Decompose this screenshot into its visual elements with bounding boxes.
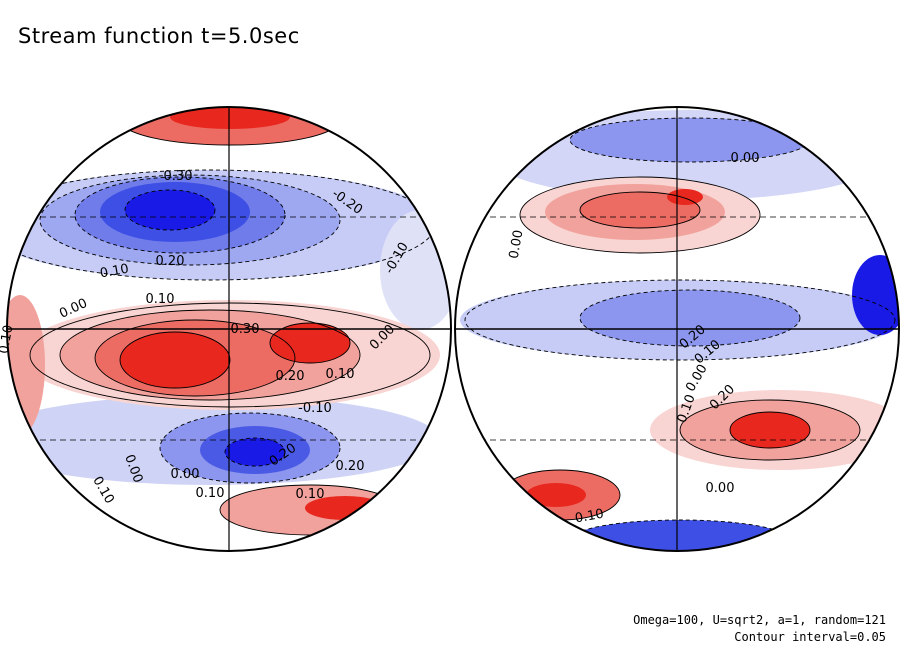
right-globe-outline [454, 106, 900, 552]
right-pos-upper-core [667, 189, 703, 205]
right-contour-label: 0.00 [507, 229, 527, 260]
left-pos-core-middle [120, 332, 230, 388]
left-contour-label: 0.10 [146, 292, 175, 307]
right-pos-lower-left-core [526, 483, 586, 507]
right-neg-band-upper-core [570, 118, 810, 162]
right-hemisphere [454, 106, 900, 552]
left-contour-label: 0.20 [336, 459, 365, 474]
right-neg-band-middle-core [580, 290, 800, 346]
left-field [7, 107, 451, 551]
left-neg-core-upper [125, 190, 215, 230]
left-contour-label: 0.20 [276, 369, 305, 384]
right-pos-lower-right-core [730, 412, 810, 448]
left-contour-line-dashed [74, 176, 286, 254]
left-contour-label: 0.10 [99, 262, 130, 282]
left-contour-line [119, 331, 231, 389]
left-contour-label: 0.20 [156, 254, 185, 269]
right-contour-line [519, 176, 761, 254]
right-contour-label: 0.00 [731, 151, 760, 166]
left-contour-line-dashed [159, 412, 341, 484]
left-contour-line-dashed [124, 189, 216, 231]
left-globe-outline [6, 106, 452, 552]
left-contour-line [269, 322, 351, 364]
right-contour-label: 0.10 [574, 507, 605, 527]
right-contour-line-dashed [579, 289, 801, 347]
left-contour-label: -0.10 [298, 401, 332, 416]
right-contour-label: 0.00 [706, 481, 735, 496]
left-contour-label: 0.30 [164, 169, 193, 184]
left-contour-line [29, 302, 431, 408]
left-contour-label: 0.10 [196, 486, 225, 501]
left-contour-line-dashed [224, 437, 286, 467]
left-contour-label: 0.00 [171, 467, 200, 482]
left-contour-line [59, 309, 361, 401]
left-pos-top-core [170, 107, 290, 129]
left-contour-label: 0.10 [326, 367, 355, 382]
left-contour-line-dashed [39, 174, 341, 266]
contour-interval-note: Contour interval=0.05 [734, 630, 886, 644]
left-pos-core-middle-right [270, 323, 350, 363]
right-contour-line [579, 191, 701, 229]
chart-title: Stream function t=5.0sec [18, 24, 300, 48]
left-contour-line [94, 319, 296, 397]
left-contour-label: 0.10 [0, 324, 16, 355]
left-contour-label: 0.10 [296, 487, 325, 502]
right-contour-line-dashed [464, 279, 896, 361]
left-contour-label: 0.30 [231, 322, 260, 337]
right-contour-line [679, 399, 861, 461]
parameters-note: Omega=100, U=sqrt2, a=1, random=121 [633, 613, 886, 627]
left-neg-core-lower [225, 438, 285, 466]
left-contour-labels: 0.30-0.20-0.100.200.100.00 0.100.10 0.000.… [0, 169, 412, 507]
left-hemisphere [6, 106, 452, 552]
right-contour-line [729, 411, 811, 449]
